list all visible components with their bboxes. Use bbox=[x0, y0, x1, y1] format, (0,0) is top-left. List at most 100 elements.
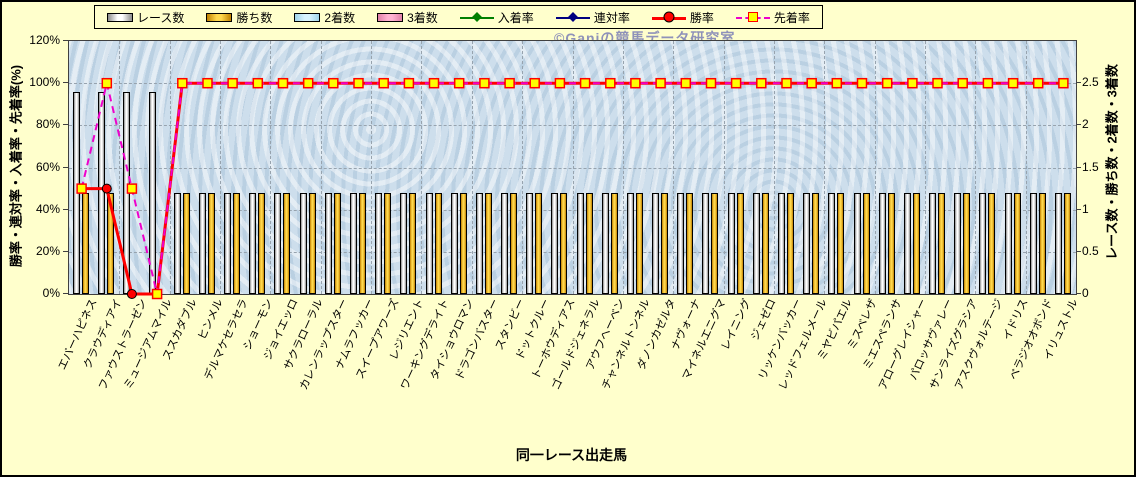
win-rate-line bbox=[81, 81, 1064, 296]
bar-races bbox=[576, 192, 584, 294]
bar-wins bbox=[585, 192, 593, 294]
bar-wins bbox=[988, 192, 996, 294]
bar-races bbox=[324, 192, 332, 294]
bar-races bbox=[601, 192, 609, 294]
first-arrival-rate-marker bbox=[781, 77, 792, 89]
bar-wins bbox=[1063, 192, 1071, 294]
first-arrival-rate-marker bbox=[177, 77, 188, 89]
v-gridline bbox=[522, 41, 524, 294]
first-arrival-rate-line bbox=[80, 82, 1064, 295]
v-gridline bbox=[371, 41, 373, 294]
win-rate-marker bbox=[101, 183, 112, 194]
bar-wins bbox=[686, 192, 694, 294]
left-tick-label: 100% bbox=[29, 75, 60, 90]
bar-wins bbox=[308, 192, 316, 294]
bar-races bbox=[475, 192, 483, 294]
first-arrival-rate-marker bbox=[529, 77, 540, 89]
legend-item: 連対率 bbox=[555, 9, 630, 26]
bar-wins bbox=[761, 192, 769, 294]
x-axis-labels: エバーハピネス クラウディアイ ファウストラーゼン ミュージアムマイル ススカダブル ヒン… bbox=[56, 296, 1081, 446]
first-arrival-rate-marker bbox=[756, 77, 767, 89]
v-gridline bbox=[622, 41, 624, 294]
legend-swatch-line bbox=[555, 12, 590, 23]
left-tick-mark bbox=[63, 293, 68, 294]
first-arrival-rate-marker bbox=[579, 77, 591, 89]
legend-swatch-line bbox=[651, 11, 686, 23]
bar-wins bbox=[938, 192, 946, 294]
bar-races bbox=[903, 192, 911, 294]
bar-wins bbox=[207, 192, 215, 294]
first-arrival-rate-marker bbox=[705, 77, 717, 89]
first-arrival-rate-marker bbox=[202, 77, 213, 89]
legend-item: 勝率 bbox=[651, 9, 714, 26]
legend-label: 3着数 bbox=[407, 10, 438, 25]
v-gridline bbox=[270, 41, 272, 294]
bar-wins bbox=[560, 192, 568, 294]
first-arrival-rate-marker bbox=[328, 77, 339, 89]
first-arrival-rate-marker bbox=[252, 77, 264, 89]
bar-races bbox=[173, 192, 181, 294]
left-tick-mark bbox=[63, 250, 68, 252]
first-arrival-rate-marker bbox=[1058, 77, 1069, 89]
first-arrival-rate-marker bbox=[630, 77, 641, 89]
right-tick-mark bbox=[1076, 208, 1081, 210]
bar-races bbox=[828, 192, 836, 294]
bar-races bbox=[425, 192, 433, 294]
first-arrival-rate-marker bbox=[76, 183, 87, 194]
left-tick-mark bbox=[63, 40, 68, 41]
bar-wins bbox=[862, 192, 870, 294]
legend-label: 勝ち数 bbox=[236, 10, 273, 25]
bar-races bbox=[1004, 192, 1012, 294]
first-arrival-rate-marker bbox=[982, 77, 994, 89]
bar-wins bbox=[459, 192, 467, 294]
first-arrival-rate-marker bbox=[605, 77, 616, 89]
legend-label: 連対率 bbox=[593, 10, 630, 25]
v-gridline bbox=[220, 41, 222, 294]
left-tick-mark bbox=[63, 124, 68, 126]
legend-item: 勝ち数 bbox=[206, 9, 272, 26]
legend-item: 3着数 bbox=[377, 9, 438, 26]
first-arrival-rate-marker bbox=[126, 183, 138, 194]
bar-wins bbox=[812, 192, 820, 294]
first-arrival-rate-marker bbox=[831, 77, 843, 89]
bar-wins bbox=[107, 192, 115, 294]
bar-races bbox=[1029, 192, 1037, 294]
bar-wins bbox=[837, 192, 845, 294]
left-tick-label: 80% bbox=[35, 117, 60, 132]
bar-races bbox=[652, 192, 660, 294]
first-arrival-rate-marker bbox=[680, 77, 692, 89]
first-arrival-rate-marker bbox=[881, 77, 893, 89]
first-arrival-rate-marker bbox=[378, 77, 389, 89]
bar-wins bbox=[384, 192, 392, 294]
bar-races bbox=[501, 192, 509, 294]
legend-swatch-bar bbox=[206, 12, 233, 22]
bar-wins bbox=[963, 192, 971, 294]
bar-wins bbox=[510, 192, 518, 294]
bar-wins bbox=[1038, 192, 1046, 294]
first-arrival-rate-marker bbox=[932, 77, 943, 89]
first-arrival-rate-marker bbox=[353, 77, 364, 89]
bar-wins bbox=[258, 192, 266, 294]
bar-wins bbox=[661, 192, 669, 294]
legend-item: 2着数 bbox=[294, 9, 355, 26]
left-tick-label: 40% bbox=[35, 201, 60, 216]
bar-races bbox=[551, 192, 559, 294]
first-arrival-rate-marker bbox=[479, 77, 490, 89]
first-arrival-rate-marker bbox=[302, 77, 314, 89]
bar-wins bbox=[484, 192, 492, 294]
bar-races bbox=[702, 192, 710, 294]
first-arrival-rate-marker bbox=[151, 288, 163, 300]
right-tick-mark bbox=[1076, 166, 1081, 168]
first-arrival-rate-marker bbox=[428, 77, 440, 89]
first-arrival-rate-marker bbox=[806, 77, 817, 89]
left-tick-label: 120% bbox=[29, 33, 60, 47]
bar-races bbox=[853, 192, 861, 294]
left-tick-label: 20% bbox=[35, 243, 60, 258]
bar-races bbox=[400, 192, 408, 294]
bar-races bbox=[803, 192, 811, 294]
right-tick-mark bbox=[1076, 250, 1081, 252]
first-arrival-rate-marker bbox=[655, 77, 666, 89]
v-gridline bbox=[824, 41, 826, 294]
bar-wins bbox=[535, 192, 543, 294]
first-arrival-rate-marker bbox=[101, 77, 113, 89]
